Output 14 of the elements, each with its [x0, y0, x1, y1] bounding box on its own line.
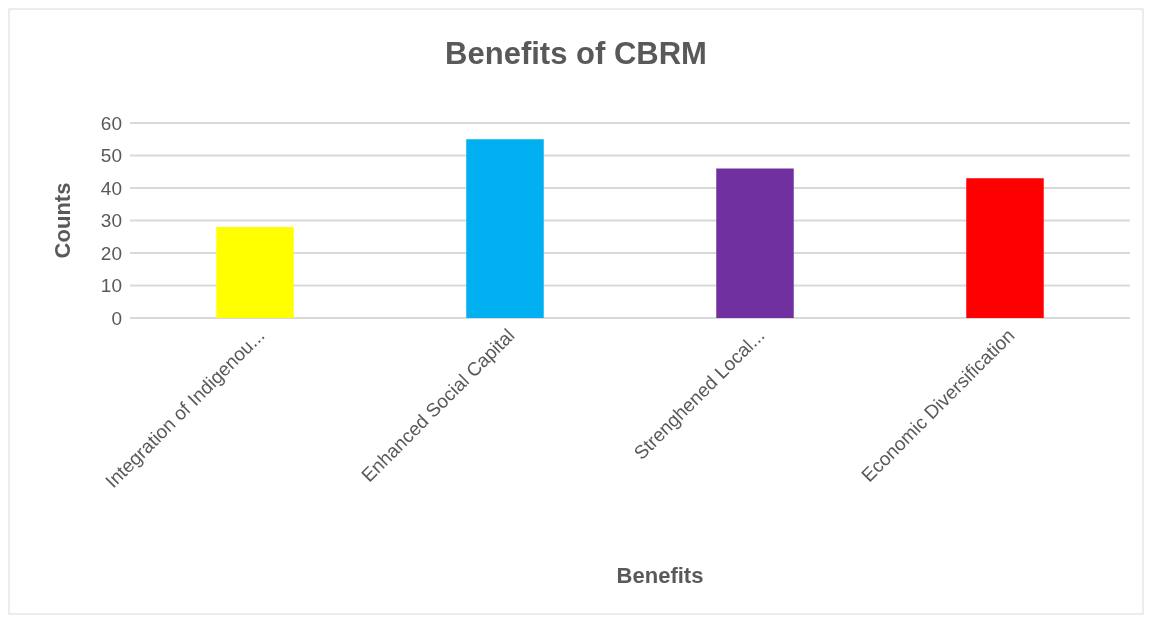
- y-tick-label: 40: [100, 177, 122, 199]
- bar: [716, 168, 794, 318]
- bar: [966, 178, 1044, 318]
- y-tick-label: 0: [111, 307, 122, 329]
- y-tick-label: 30: [100, 210, 122, 232]
- bar: [466, 139, 544, 318]
- bar: [216, 227, 294, 318]
- y-tick-label: 20: [100, 242, 122, 264]
- x-axis-title: Benefits: [616, 563, 704, 588]
- y-tick-label: 10: [100, 275, 122, 297]
- y-tick-label: 50: [100, 145, 122, 167]
- y-tick-label: 60: [100, 112, 122, 134]
- chart-title: Benefits of CBRM: [445, 36, 707, 71]
- y-axis-title: Counts: [49, 182, 75, 259]
